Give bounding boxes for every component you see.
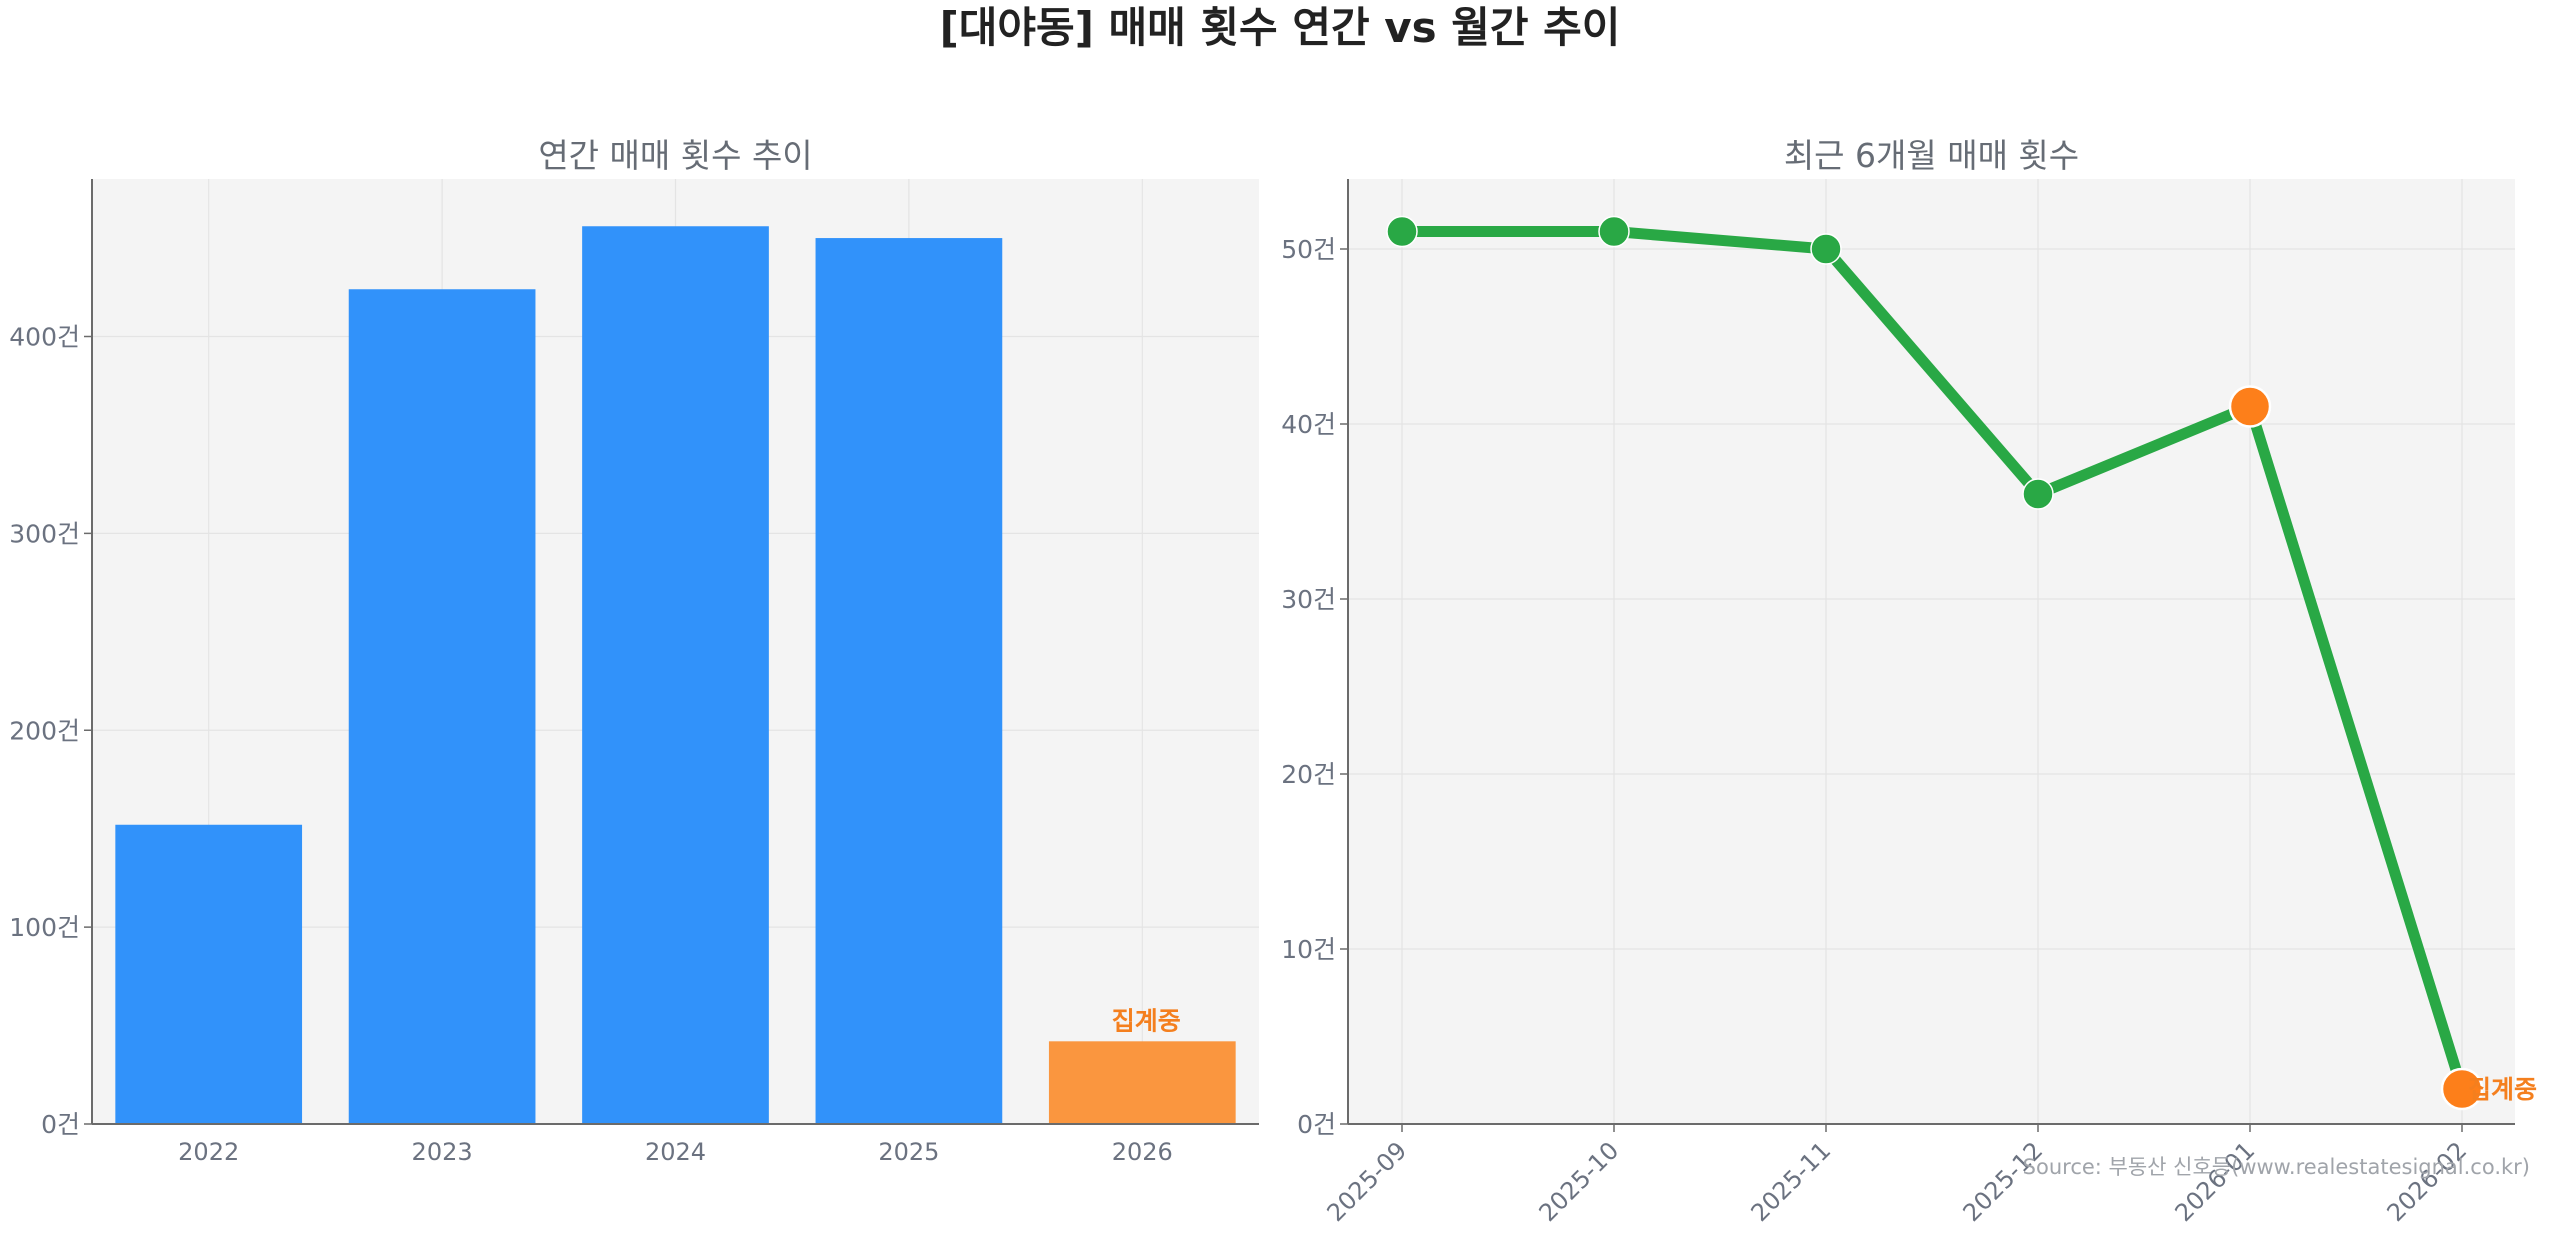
annual-pending-label: 집계중 bbox=[1112, 1006, 1181, 1035]
figure-title: [대야동] 매매 횟수 연간 vs 월간 추이 bbox=[940, 3, 1621, 52]
annual-bar bbox=[115, 824, 303, 1124]
monthly-plot-area bbox=[1348, 179, 2515, 1124]
monthly-data-point bbox=[1810, 233, 1842, 265]
annual-chart-title: 연간 매매 횟수 추이 bbox=[538, 136, 812, 175]
monthly-x-tick-label: 2025-10 bbox=[1534, 1136, 1625, 1227]
monthly-y-tick-label: 10건 bbox=[1281, 935, 1336, 964]
monthly-x-tick-label: 2026-01 bbox=[2170, 1136, 2261, 1227]
annual-x-tick-label: 2025 bbox=[878, 1138, 939, 1166]
annual-chart: 2022 2023 2024 2025 2026 집계중 0건 100건 200건 300건 400… bbox=[9, 136, 1259, 1166]
monthly-y-tick-label: 20건 bbox=[1281, 760, 1336, 789]
monthly-x-tick-label: 2025-12 bbox=[1958, 1136, 2049, 1227]
annual-y-tick-label: 400건 bbox=[9, 323, 80, 352]
annual-x-tick-label: 2023 bbox=[412, 1138, 473, 1166]
monthly-y-tick-label: 30건 bbox=[1281, 585, 1336, 614]
monthly-data-point bbox=[1386, 215, 1418, 248]
annual-x-tick-label: 2026 bbox=[1112, 1138, 1173, 1166]
monthly-y-tick-label: 0건 bbox=[1297, 1110, 1336, 1139]
annual-x-tick-label: 2022 bbox=[178, 1138, 239, 1166]
monthly-x-tick-label: 2025-11 bbox=[1746, 1136, 1837, 1227]
source-note: Source: 부동산 신호등(www.realestatesignal.co.… bbox=[2023, 1155, 2530, 1179]
annual-y-tick-label: 200건 bbox=[9, 716, 80, 745]
annual-x-tick-label: 2024 bbox=[645, 1138, 706, 1166]
annual-y-tick-label: 300건 bbox=[9, 519, 80, 548]
annual-bar-pending bbox=[1048, 1041, 1236, 1124]
monthly-series-line bbox=[1396, 226, 2468, 1095]
monthly-data-point bbox=[2022, 478, 2054, 510]
monthly-highlight-point bbox=[2440, 1067, 2484, 1111]
monthly-x-tick-label: 2025-09 bbox=[1322, 1136, 1413, 1227]
annual-bar bbox=[348, 289, 536, 1124]
monthly-x-tick-label: 2026-02 bbox=[2382, 1136, 2473, 1227]
monthly-data-point bbox=[1598, 215, 1630, 248]
monthly-y-tick-label: 50건 bbox=[1281, 235, 1336, 264]
annual-y-tick-label: 0건 bbox=[41, 1110, 80, 1139]
monthly-chart-title: 최근 6개월 매매 횟수 bbox=[1784, 136, 2079, 175]
annual-bar bbox=[815, 238, 1003, 1124]
monthly-chart: 집계중 0건 10건 20건 30건 40건 50건 2025-09 2025-10 2025-1… bbox=[1281, 136, 2537, 1227]
monthly-highlight-point bbox=[2228, 385, 2272, 428]
monthly-y-tick-label: 40건 bbox=[1281, 410, 1336, 439]
annual-y-tick-label: 100건 bbox=[9, 913, 80, 942]
annual-bar bbox=[582, 226, 769, 1124]
monthly-pending-label: 집계중 bbox=[2468, 1075, 2537, 1104]
